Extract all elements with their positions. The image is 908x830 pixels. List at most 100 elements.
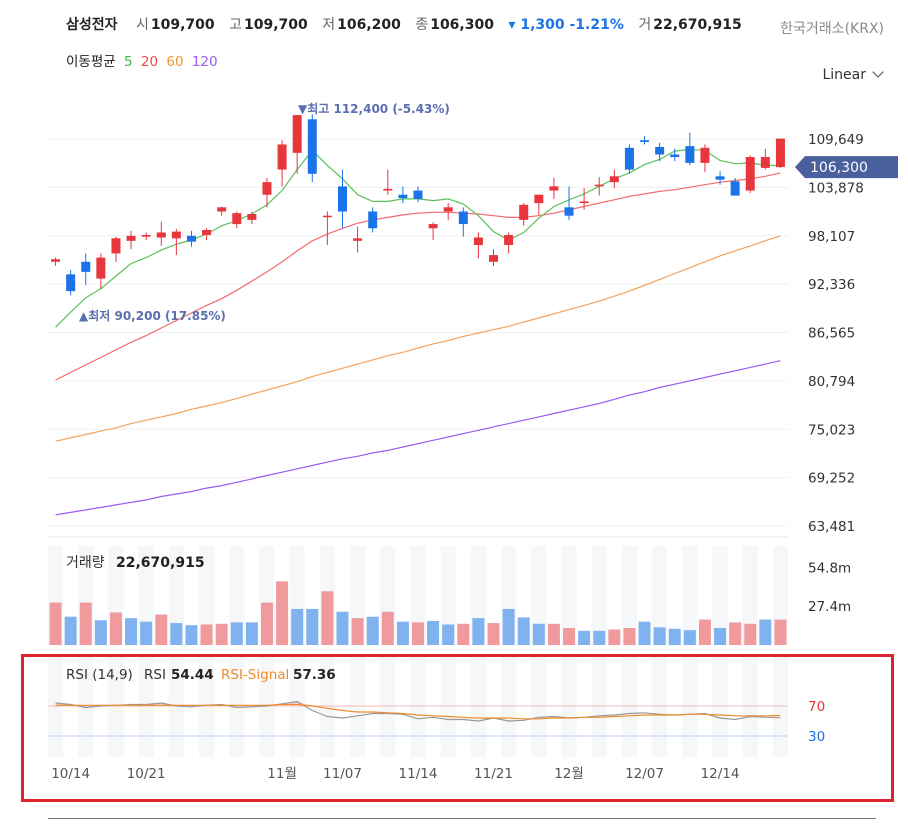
ma120-legend[interactable]: 120 <box>191 54 218 70</box>
candle-body <box>81 261 91 272</box>
candle-body <box>504 234 514 246</box>
candle-body <box>307 119 317 174</box>
volume-bar <box>563 628 576 645</box>
volume-bar <box>381 611 394 645</box>
rsi-signal-line <box>55 703 781 720</box>
volume-bar <box>125 618 138 645</box>
candle-body <box>126 235 136 241</box>
candle-body <box>443 207 453 212</box>
volume-stripe <box>138 546 154 645</box>
close-label: 종 <box>415 17 429 33</box>
rsi-highlight-frame <box>21 654 894 802</box>
candle-body <box>549 186 559 191</box>
volume-bar <box>49 602 62 645</box>
volume-bar <box>593 630 606 645</box>
stock-name: 삼성전자 <box>66 17 118 33</box>
candle-body <box>232 213 242 225</box>
candle-body <box>594 184 604 187</box>
volume-value: 22,670,915 <box>653 17 742 33</box>
volume-bar <box>714 628 727 645</box>
rsi-line <box>55 700 781 722</box>
x-axis-label: 11/14 <box>399 766 438 782</box>
price-tick-label: 75,023 <box>808 422 855 438</box>
volume-bar <box>140 621 153 645</box>
volume-bar <box>366 616 379 645</box>
rsi-signal-value: 57.36 <box>293 667 336 683</box>
candle-body <box>96 257 106 279</box>
x-axis-label: 12월 <box>554 766 584 782</box>
price-tick-label: 86,565 <box>808 326 855 342</box>
volume-stripe <box>410 546 426 645</box>
rsi-signal-label: RSI-Signal <box>221 667 289 683</box>
candle-body <box>700 147 710 163</box>
volume-bar <box>94 620 107 645</box>
volume-label: 거 <box>638 17 652 33</box>
current-price-label: 106,300 <box>810 160 868 176</box>
candle-body <box>715 176 725 180</box>
candle-body <box>564 207 574 216</box>
price-tick-label: 98,107 <box>808 229 855 245</box>
candle-body <box>670 154 680 158</box>
volume-bar <box>79 602 92 645</box>
candle-body <box>624 147 634 170</box>
volume-bar <box>396 621 409 645</box>
volume-stripe <box>229 546 245 645</box>
ma60-legend[interactable]: 60 <box>166 54 184 70</box>
volume-bar <box>547 623 560 645</box>
current-price-tag <box>795 156 898 179</box>
candle-body <box>640 140 650 142</box>
volume-stripe <box>531 546 547 645</box>
volume-bar <box>276 581 289 645</box>
volume-bar <box>155 614 168 645</box>
candle-body <box>217 207 227 212</box>
candle-body <box>730 181 740 196</box>
volume-bar <box>230 622 243 645</box>
moving-average-legend: 이동평균 5 20 60 120 <box>66 50 222 70</box>
volume-bar <box>109 612 122 645</box>
candle-body <box>322 215 332 218</box>
x-axis-label: 10/21 <box>127 766 166 782</box>
volume-bar <box>245 622 258 645</box>
volume-bar <box>442 624 455 645</box>
x-axis-label: 11/21 <box>474 766 513 782</box>
candle-body <box>534 194 544 204</box>
open-label: 시 <box>135 17 149 33</box>
candle-body <box>609 176 619 183</box>
max-price-annotation: ▼최고 112,400 (-5.43%) <box>298 101 450 116</box>
x-axis-label: 12/07 <box>625 766 664 782</box>
volume-bar <box>487 623 500 645</box>
rsi-tick-70: 70 <box>808 699 825 715</box>
candle-body <box>156 232 166 238</box>
low-value: 106,200 <box>337 17 401 33</box>
candle-body <box>186 235 196 242</box>
candle-body <box>519 204 529 220</box>
volume-tick-label: 54.8m <box>808 560 851 576</box>
x-axis-label: 10/14 <box>51 766 90 782</box>
scale-dropdown-label: Linear <box>822 67 866 83</box>
ma20-legend[interactable]: 20 <box>140 54 159 70</box>
volume-bar <box>532 623 545 645</box>
ma5-legend[interactable]: 5 <box>123 54 133 70</box>
volume-bar <box>427 620 440 645</box>
volume-bar <box>578 630 591 645</box>
bottom-divider <box>48 818 876 819</box>
volume-bar <box>517 617 530 645</box>
volume-bar <box>683 630 696 645</box>
price-tick-label: 80,794 <box>808 374 855 390</box>
volume-bar <box>306 608 319 645</box>
candle-body <box>262 182 272 195</box>
volume-bar <box>64 616 77 645</box>
price-tick-label: 69,252 <box>808 471 855 487</box>
candle-body <box>398 194 408 199</box>
rsi-label: RSI <box>144 667 166 683</box>
volume-bar <box>729 622 742 645</box>
rsi-params-label: RSI (14,9) <box>66 667 133 683</box>
candle-body <box>141 234 151 237</box>
candle-body <box>655 146 665 155</box>
scale-dropdown[interactable]: Linear <box>822 66 884 83</box>
rsi-tick-30: 30 <box>808 729 825 745</box>
open-value: 109,700 <box>150 17 215 33</box>
min-price-annotation: ▲최저 90,200 (17.85%) <box>79 308 226 323</box>
volume-bar <box>200 624 213 645</box>
